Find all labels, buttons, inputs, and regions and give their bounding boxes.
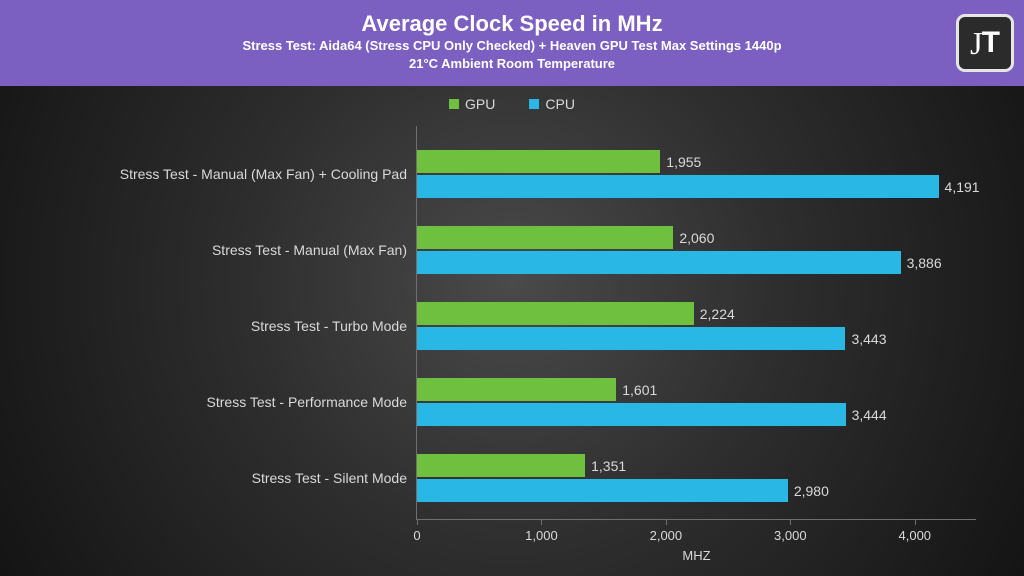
bar-group: Stress Test - Turbo Mode2,2243,443: [417, 300, 976, 354]
x-tick-label: 2,000: [650, 528, 683, 543]
gpu-value-label: 1,601: [616, 382, 657, 398]
chart-area: GPU CPU MHZ 01,0002,0003,0004,000Stress …: [0, 86, 1024, 576]
legend-swatch-cpu: [529, 99, 539, 109]
cpu-value-label: 4,191: [939, 179, 980, 195]
gpu-value-label: 2,060: [673, 230, 714, 246]
cpu-value-label: 3,444: [846, 407, 887, 423]
x-tick: [790, 519, 791, 525]
x-tick: [417, 519, 418, 525]
x-tick-label: 4,000: [898, 528, 931, 543]
category-label: Stress Test - Performance Mode: [207, 394, 417, 410]
cpu-bar: 4,191: [417, 175, 939, 198]
cpu-value-label: 3,886: [901, 255, 942, 271]
x-tick: [915, 519, 916, 525]
category-label: Stress Test - Turbo Mode: [251, 318, 417, 334]
category-label: Stress Test - Manual (Max Fan): [212, 242, 417, 258]
cpu-bar: 3,443: [417, 327, 845, 350]
category-label: Stress Test - Silent Mode: [252, 470, 417, 486]
chart-title: Average Clock Speed in MHz: [361, 11, 662, 37]
cpu-bar: 2,980: [417, 479, 788, 502]
gpu-bar: 2,224: [417, 302, 694, 325]
bar-group: Stress Test - Silent Mode1,3512,980: [417, 452, 976, 506]
bar-group: Stress Test - Manual (Max Fan)2,0603,886: [417, 224, 976, 278]
cpu-bar: 3,886: [417, 251, 901, 274]
x-tick-label: 0: [413, 528, 420, 543]
plot-region: MHZ 01,0002,0003,0004,000Stress Test - M…: [416, 126, 976, 520]
x-tick: [541, 519, 542, 525]
x-tick-label: 1,000: [525, 528, 558, 543]
gpu-bar: 1,601: [417, 378, 616, 401]
chart-subtitle-1: Stress Test: Aida64 (Stress CPU Only Che…: [242, 37, 781, 55]
cpu-bar: 3,444: [417, 403, 846, 426]
bar-group: Stress Test - Performance Mode1,6013,444: [417, 376, 976, 430]
gpu-value-label: 1,351: [585, 458, 626, 474]
x-tick-label: 3,000: [774, 528, 807, 543]
legend-item-cpu: CPU: [529, 96, 575, 112]
legend-item-gpu: GPU: [449, 96, 495, 112]
gpu-value-label: 2,224: [694, 306, 735, 322]
cpu-value-label: 3,443: [845, 331, 886, 347]
legend-label-gpu: GPU: [465, 96, 495, 112]
x-axis-label: MHZ: [682, 548, 710, 563]
chart-header: Average Clock Speed in MHz Stress Test: …: [0, 0, 1024, 86]
category-label: Stress Test - Manual (Max Fan) + Cooling…: [120, 166, 417, 182]
gpu-value-label: 1,955: [660, 154, 701, 170]
gpu-bar: 1,955: [417, 150, 660, 173]
legend-label-cpu: CPU: [545, 96, 575, 112]
gpu-bar: 2,060: [417, 226, 673, 249]
gpu-bar: 1,351: [417, 454, 585, 477]
legend-swatch-gpu: [449, 99, 459, 109]
brand-logo: JT: [956, 14, 1014, 72]
chart-subtitle-2: 21°C Ambient Room Temperature: [409, 55, 615, 73]
legend: GPU CPU: [0, 96, 1024, 112]
cpu-value-label: 2,980: [788, 483, 829, 499]
bar-group: Stress Test - Manual (Max Fan) + Cooling…: [417, 148, 976, 202]
x-tick: [666, 519, 667, 525]
logo-letter-t: T: [982, 28, 1000, 58]
